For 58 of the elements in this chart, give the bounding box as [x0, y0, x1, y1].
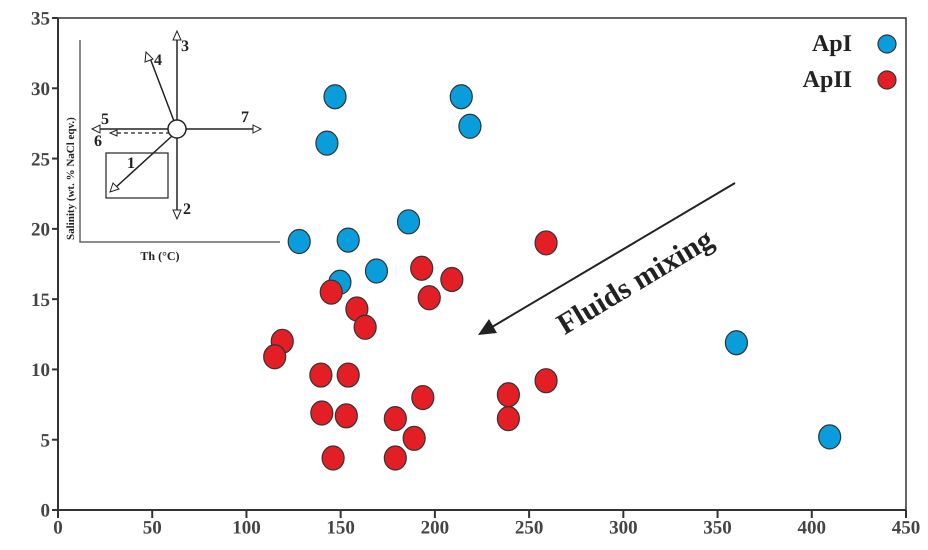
y-tick-label: 30 — [31, 79, 50, 100]
point — [263, 344, 286, 370]
annotation: 3 — [181, 38, 189, 55]
y-tick-label: 35 — [31, 8, 50, 30]
point — [334, 403, 358, 428]
point — [345, 296, 368, 322]
x-tick-label: 350 — [703, 517, 732, 538]
x-tick-label: 300 — [609, 517, 638, 538]
point — [364, 258, 388, 284]
annotation: 6 — [94, 133, 102, 150]
point — [396, 209, 420, 234]
point — [310, 400, 334, 426]
point — [724, 330, 748, 356]
point — [410, 256, 434, 281]
x-tick-label: 400 — [798, 517, 826, 538]
annotation: 5 — [101, 111, 109, 128]
point — [418, 285, 441, 310]
x-tick-label: 100 — [232, 517, 261, 538]
point — [288, 228, 311, 254]
point — [336, 228, 360, 253]
point — [384, 406, 407, 432]
point — [322, 445, 345, 471]
point — [818, 424, 842, 450]
legend-label: ApII — [802, 66, 852, 94]
x-tick-label: 450 — [892, 517, 920, 538]
annotation: 2 — [183, 201, 191, 218]
point — [411, 384, 434, 410]
point — [315, 130, 339, 156]
point — [534, 368, 558, 394]
point — [450, 84, 473, 110]
annotation: 7 — [241, 109, 249, 126]
point — [323, 84, 347, 110]
y-tick-label: 10 — [31, 360, 50, 382]
point — [534, 230, 558, 256]
point — [384, 445, 407, 471]
y-tick-label: 15 — [31, 290, 50, 311]
point — [336, 362, 360, 388]
y-tick-label: 20 — [31, 220, 50, 241]
y-tick-label: 0 — [40, 500, 50, 522]
point — [496, 406, 520, 432]
point — [402, 426, 426, 451]
x-tick-label: 250 — [514, 517, 544, 538]
point — [320, 280, 343, 305]
annotation: Salinity (wt. % NaCl eqv.) — [65, 116, 77, 240]
x-tick-label: 200 — [420, 517, 450, 538]
y-tick-label: 5 — [40, 430, 50, 452]
point — [458, 114, 482, 139]
point — [309, 362, 332, 388]
legend-label: ApI — [812, 30, 852, 58]
annotation: Th (°C) — [140, 249, 180, 263]
x-tick-label: 50 — [142, 517, 162, 538]
x-tick-label: 150 — [326, 517, 355, 538]
point — [354, 314, 377, 340]
point — [440, 266, 464, 292]
point — [496, 382, 520, 408]
y-tick-label: 25 — [31, 149, 50, 170]
annotation: 4 — [154, 52, 162, 69]
annotation: 1 — [127, 155, 135, 172]
